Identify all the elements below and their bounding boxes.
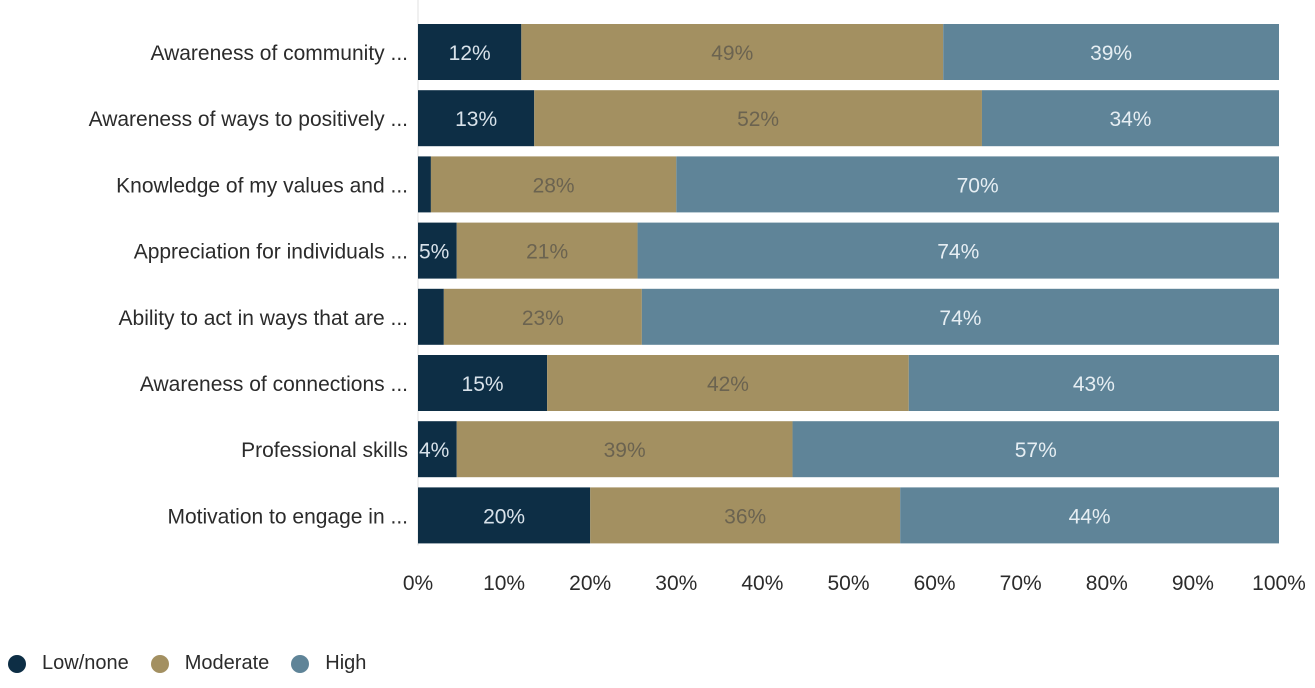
bar-segment-low-none	[418, 355, 548, 411]
legend-swatch-low-none	[8, 654, 26, 673]
category-label: Motivation to engage in ...	[168, 505, 409, 528]
x-tick-label: 90%	[1172, 572, 1214, 595]
data-label: 21%	[526, 241, 568, 264]
data-label: 49%	[711, 42, 753, 65]
x-tick-label: 40%	[741, 572, 783, 595]
bar-segment-high	[792, 421, 1279, 478]
bar-segment-high	[637, 222, 1279, 279]
bar-segment-moderate	[456, 421, 793, 478]
legend-label-high: High	[325, 652, 367, 674]
bar-segment-high	[908, 355, 1279, 411]
bar-segment-low-none	[418, 222, 457, 279]
legend-item-high: High	[291, 652, 366, 675]
category-label: Ability to act in ways that are ...	[119, 307, 408, 330]
data-label: 39%	[1090, 42, 1132, 65]
bar-segment-low-none	[418, 24, 522, 80]
data-label: 20%	[483, 505, 525, 528]
legend-item-low-none: Low/none	[8, 652, 129, 675]
legend-swatch-moderate	[150, 654, 169, 673]
category-label: Awareness of community ...	[150, 42, 408, 65]
bar-segment-moderate	[547, 355, 909, 411]
data-label: 15%	[462, 373, 504, 396]
x-tick-label: 0%	[403, 572, 433, 595]
legend-swatch-high	[291, 654, 310, 673]
legend-label-moderate: Moderate	[184, 652, 270, 674]
bar-segment-high	[900, 487, 1279, 544]
legend-item-moderate: Moderate	[150, 652, 270, 675]
bar-segment-moderate	[430, 156, 677, 213]
category-label: Knowledge of my values and ...	[116, 174, 408, 197]
x-tick-label: 10%	[483, 572, 525, 595]
data-label: 36%	[724, 505, 766, 528]
data-label: 28%	[533, 174, 575, 197]
data-label: 5%	[419, 241, 449, 264]
bar-segment-moderate	[456, 222, 638, 279]
bar-segment-moderate	[590, 487, 901, 544]
bar-segment-low-none	[418, 156, 431, 213]
category-label: Awareness of ways to positively ...	[89, 108, 408, 131]
bar-segment-low-none	[418, 90, 535, 147]
bar-segment-high	[981, 90, 1279, 147]
data-label: 39%	[604, 439, 646, 462]
data-label: 34%	[1109, 108, 1151, 131]
bar-segment-moderate	[443, 288, 642, 345]
data-label: 57%	[1015, 439, 1057, 462]
x-tick-label: 100%	[1252, 572, 1306, 595]
x-tick-label: 70%	[1000, 572, 1042, 595]
data-label: 12%	[449, 42, 491, 65]
data-label: 52%	[737, 108, 779, 131]
legend-label-low-none: Low/none	[42, 652, 129, 674]
category-label: Appreciation for individuals ...	[134, 241, 408, 264]
data-label: 70%	[957, 174, 999, 197]
data-label: 4%	[419, 439, 449, 462]
x-tick-label: 20%	[569, 572, 611, 595]
category-label: Professional skills	[241, 439, 408, 462]
data-label: 42%	[707, 373, 749, 396]
bar-segment-high	[676, 156, 1279, 213]
category-label: Awareness of connections ...	[140, 373, 408, 396]
data-label: 74%	[937, 241, 979, 264]
data-label: 13%	[455, 108, 497, 131]
bar-segment-high	[943, 24, 1279, 80]
x-tick-label: 50%	[827, 572, 869, 595]
bar-segment-moderate	[521, 24, 944, 80]
x-tick-label: 80%	[1086, 572, 1128, 595]
bar-segment-high	[641, 288, 1279, 345]
data-label: 23%	[522, 307, 564, 330]
data-label: 43%	[1073, 373, 1115, 396]
x-tick-label: 60%	[914, 572, 956, 595]
legend: Low/none Moderate High	[8, 652, 388, 675]
bar-segment-low-none	[418, 487, 591, 544]
data-label: 44%	[1069, 505, 1111, 528]
bar-segment-low-none	[418, 421, 457, 478]
bar-segment-low-none	[418, 288, 444, 345]
bar-segment-moderate	[534, 90, 982, 147]
data-label: 74%	[939, 307, 981, 330]
x-tick-label: 30%	[655, 572, 697, 595]
